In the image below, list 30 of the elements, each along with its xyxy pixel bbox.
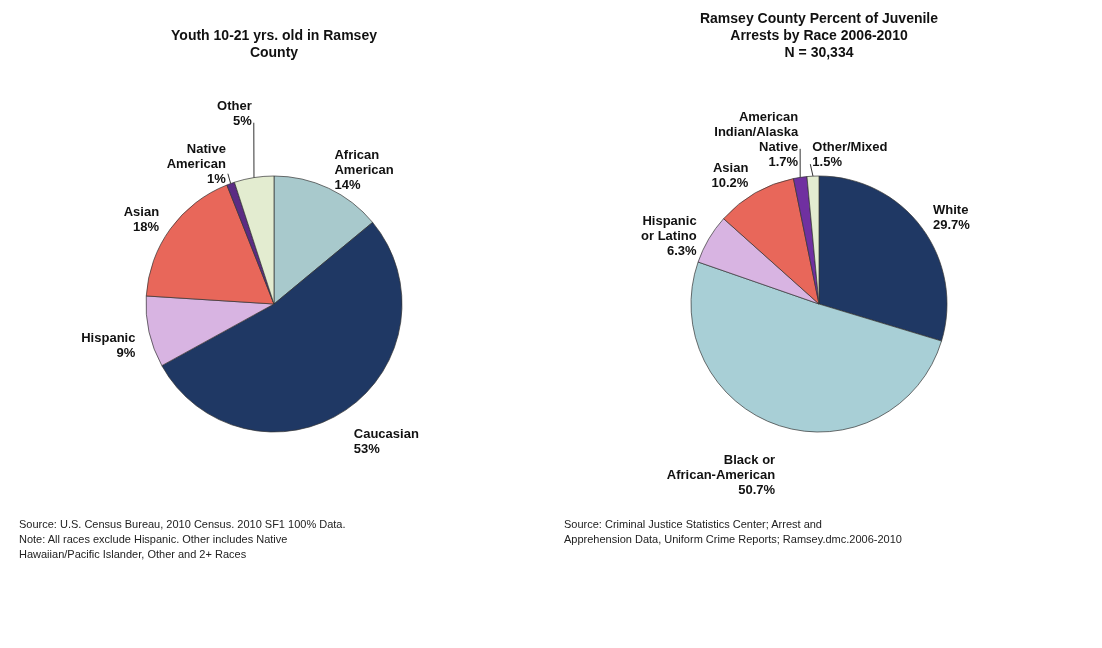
data-label: 50.7% xyxy=(738,482,776,498)
data-label: 14% xyxy=(334,177,361,193)
slice-label: Native American xyxy=(166,141,226,172)
slice-label: Black or African-American xyxy=(666,452,776,483)
text: Note: All races exclude Hispanic. Other includes Native Hawaiian/Pacific Islander, Other and 2+ Races xyxy=(19,533,288,560)
data-label: 10.2% xyxy=(711,174,749,190)
source-note: Source: U.S. Census Bureau, 2010 Census. 2010 SF1 100% Data. xyxy=(19,518,346,530)
slice-label: Hispanic or Latino xyxy=(641,212,697,243)
data-label: 53% xyxy=(353,440,381,456)
chart-subtitle: N = 30,334 xyxy=(784,44,854,60)
slice-label: Hispanic xyxy=(81,330,136,346)
slice-label: White xyxy=(933,202,969,218)
slice-label: American Indian/Alaska Native xyxy=(714,108,799,154)
data-label: 1.5% xyxy=(812,154,843,170)
data-label: 6.3% xyxy=(666,242,698,258)
data-label: 1.7% xyxy=(768,153,799,169)
slice-label: Asian xyxy=(123,203,160,219)
slice-label: Other/Mixed xyxy=(812,139,888,155)
chart-title: Youth 10-21 yrs. old in Ramsey County xyxy=(171,27,378,60)
slice-label: Asian xyxy=(712,159,749,175)
data-label: 29.7% xyxy=(933,217,971,233)
source-note: Source: Criminal Justice Statistics Center; Arrest and Apprehension Data, Uniform Crime Reports; Ramsey.dmc.2006-2010 xyxy=(564,518,902,545)
slice-label: African American xyxy=(334,147,394,178)
data-label: 9% xyxy=(116,345,136,361)
data-label: 18% xyxy=(133,218,160,234)
slice-label: Other xyxy=(217,97,252,113)
data-label: 1% xyxy=(207,171,227,187)
data-label: 5% xyxy=(232,112,253,128)
slice-label: Caucasian xyxy=(353,425,419,441)
chart-title: Ramsey County Percent of Juvenile Arrests by Race 2006-2010 xyxy=(699,10,939,43)
